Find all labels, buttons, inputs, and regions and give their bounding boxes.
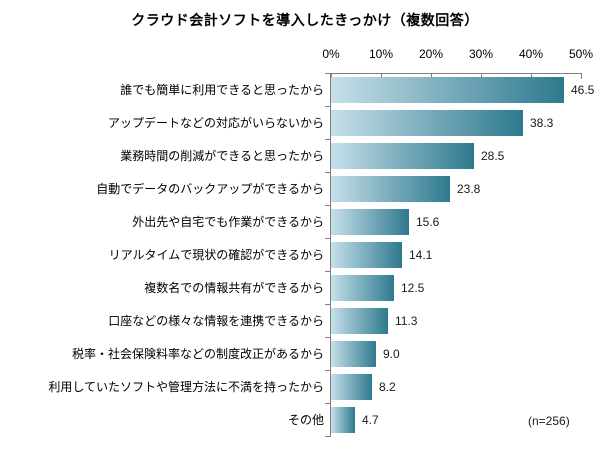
y-axis-tick: [325, 271, 330, 272]
y-axis-line: [330, 73, 331, 437]
value-label: 38.3: [530, 116, 554, 130]
value-label: 14.1: [409, 248, 433, 262]
bar: [331, 143, 474, 169]
y-axis-tick: [325, 139, 330, 140]
chart-title: クラウド会計ソフトを導入したきっかけ（複数回答）: [131, 12, 479, 28]
x-axis-tick: [581, 74, 582, 79]
category-label: その他: [287, 413, 324, 427]
x-axis-tick: [331, 74, 332, 79]
y-axis-tick: [325, 403, 330, 404]
x-axis-tick-label: 10%: [368, 47, 394, 61]
category-label: 利用していたソフトや管理方法に不満を持ったから: [48, 380, 324, 394]
x-axis-line: [330, 73, 582, 74]
value-label: 12.5: [401, 281, 425, 295]
bar: [331, 308, 388, 334]
value-label: 9.0: [383, 347, 400, 361]
x-axis-tick-label: 20%: [418, 47, 444, 61]
y-axis-tick: [325, 304, 330, 305]
bar: [331, 341, 376, 367]
x-axis-tick-label: 0%: [322, 47, 340, 61]
category-label: 複数名での情報共有ができるから: [144, 281, 324, 295]
value-label: 4.7: [362, 413, 379, 427]
category-label: アップデートなどの対応がいらないから: [107, 116, 324, 130]
bar: [331, 209, 409, 235]
bar: [331, 275, 394, 301]
x-axis-tick: [431, 74, 432, 79]
bar: [331, 407, 355, 433]
bar: [331, 110, 523, 136]
category-label: リアルタイムで現状の確認ができるから: [108, 248, 324, 262]
bar: [331, 242, 402, 268]
y-axis-tick: [325, 436, 330, 437]
bar: [331, 176, 450, 202]
bar: [331, 77, 564, 103]
x-axis-tick-label: 30%: [468, 47, 494, 61]
sample-size-note: (n=256): [528, 414, 570, 428]
category-label: 外出先や自宅でも作業ができるから: [132, 215, 324, 229]
value-label: 8.2: [379, 380, 396, 394]
category-label: 業務時間の削減ができると思ったから: [120, 149, 324, 163]
x-axis-tick: [381, 74, 382, 79]
y-axis-tick: [325, 73, 330, 74]
category-label: 税率・社会保険料率などの制度改正があるから: [71, 347, 324, 361]
y-axis-tick: [325, 172, 330, 173]
x-axis-tick: [481, 74, 482, 79]
value-label: 28.5: [481, 149, 505, 163]
value-label: 23.8: [457, 182, 481, 196]
category-label: 自動でデータのバックアップができるから: [96, 182, 324, 196]
category-label: 誰でも簡単に利用できると思ったから: [120, 83, 324, 97]
bar: [331, 374, 372, 400]
value-label: 46.5: [571, 83, 595, 97]
y-axis-tick: [325, 337, 330, 338]
y-axis-tick: [325, 106, 330, 107]
value-label: 15.6: [416, 215, 440, 229]
x-axis-tick-label: 50%: [568, 47, 594, 61]
x-axis-tick-label: 40%: [518, 47, 544, 61]
y-axis-tick: [325, 205, 330, 206]
y-axis-tick: [325, 370, 330, 371]
x-axis-tick: [531, 74, 532, 79]
value-label: 11.3: [395, 314, 418, 328]
y-axis-tick: [325, 238, 330, 239]
category-label: 口座などの様々な情報を連携できるから: [108, 314, 324, 328]
